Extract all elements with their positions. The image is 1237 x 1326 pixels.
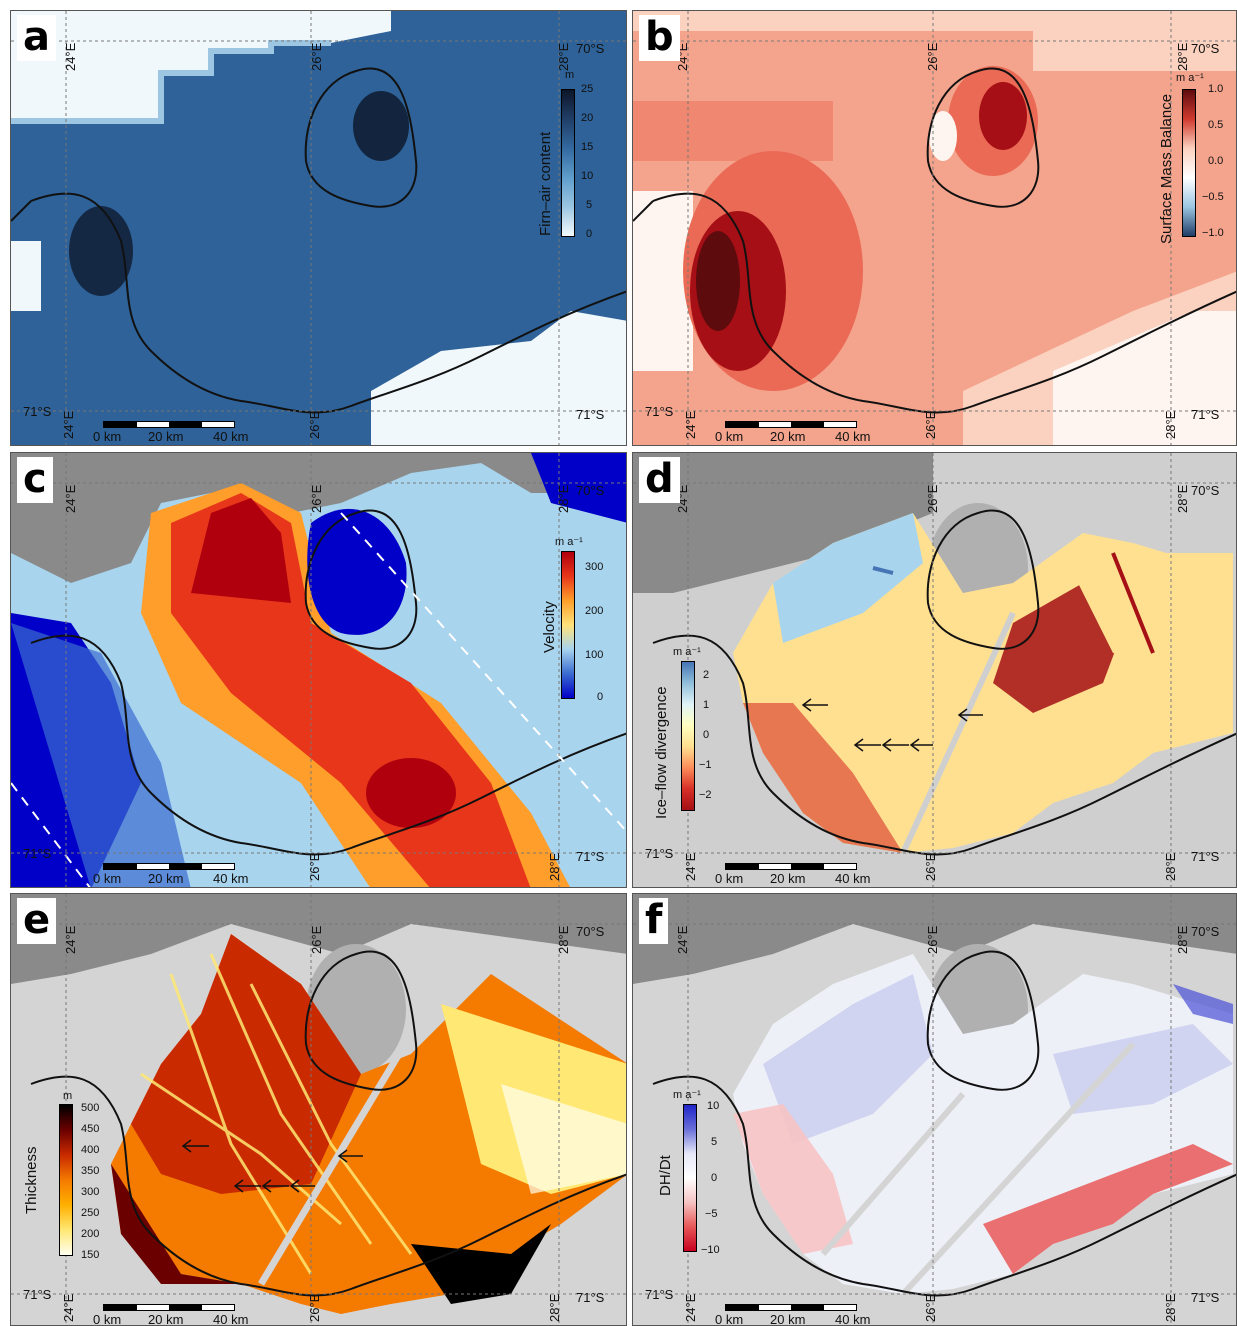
lat-label: 71°S: [645, 404, 674, 419]
lat-label: 71°S: [1191, 1290, 1220, 1305]
lon-label: 26°E: [923, 410, 938, 439]
panel-label: a: [17, 15, 56, 61]
lon-label: 26°E: [925, 42, 940, 71]
lon-label: 26°E: [309, 484, 324, 513]
lon-label: 24°E: [675, 925, 690, 954]
lon-label: 28°E: [556, 925, 571, 954]
lat-label: 71°S: [576, 849, 605, 864]
lon-label: 26°E: [925, 484, 940, 513]
lat-label: 71°S: [645, 846, 674, 861]
scale-bar: 0 km 20 km 40 km: [715, 1304, 870, 1325]
lon-label: 28°E: [547, 852, 562, 881]
lat-label: 71°S: [1191, 849, 1220, 864]
lon-label: 24°E: [683, 852, 698, 881]
lon-label: 24°E: [63, 925, 78, 954]
map-f: [633, 894, 1236, 1325]
panel-label: b: [639, 15, 680, 61]
lat-label: 70°S: [576, 41, 605, 56]
scale-bar: 0 km 20 km 40 km: [93, 1304, 248, 1325]
lat-label: 71°S: [23, 404, 52, 419]
lat-label: 70°S: [576, 483, 605, 498]
lon-label: 24°E: [683, 410, 698, 439]
lat-label: 70°S: [1191, 41, 1220, 56]
lon-label: 26°E: [307, 852, 322, 881]
lon-label: 24°E: [683, 1293, 698, 1322]
lon-label: 26°E: [307, 410, 322, 439]
scale-bar: 0 km 20 km 40 km: [93, 421, 248, 444]
map-d: [633, 453, 1236, 887]
panel-label: f: [639, 898, 669, 944]
lon-label: 26°E: [925, 925, 940, 954]
panel-e-thickness: e 24°E 26°E 28°E 70°S 71°S 71°S 24°E 26°…: [10, 893, 627, 1326]
lon-label: 28°E: [1163, 852, 1178, 881]
lon-label: 26°E: [307, 1293, 322, 1322]
lon-label: 26°E: [923, 1293, 938, 1322]
lon-label: 28°E: [556, 42, 571, 71]
map-e: [11, 894, 626, 1325]
lon-label: 28°E: [547, 1293, 562, 1322]
lon-label: 24°E: [63, 42, 78, 71]
lon-label: 28°E: [1163, 410, 1178, 439]
map-c: [11, 453, 626, 887]
lon-label: 26°E: [309, 925, 324, 954]
lon-label: 26°E: [923, 852, 938, 881]
lon-label: 26°E: [309, 42, 324, 71]
panel-a-firn-air-content: a 24°E 26°E 28°E 70°S 71°S 71°S 24°E 26°…: [10, 10, 627, 446]
panel-f-dh-dt: f 24°E 26°E 28°E 70°S 71°S 71°S 24°E 26°…: [632, 893, 1237, 1326]
scale-bar: 0 km 20 km 40 km: [715, 421, 870, 444]
lon-label: 24°E: [61, 1293, 76, 1322]
panel-b-surface-mass-balance: b 24°E 26°E 28°E 70°S 71°S 71°S 24°E 26°…: [632, 10, 1237, 446]
lat-label: 70°S: [1191, 483, 1220, 498]
panel-label: e: [17, 898, 57, 944]
scale-bar: 0 km 20 km 40 km: [715, 863, 870, 886]
lon-label: 24°E: [61, 410, 76, 439]
lat-label: 70°S: [1191, 924, 1220, 939]
lat-label: 71°S: [576, 1290, 605, 1305]
map-b: [633, 11, 1236, 445]
panel-label: c: [17, 457, 53, 503]
lon-label: 28°E: [1163, 1293, 1178, 1322]
lat-label: 71°S: [576, 407, 605, 422]
lon-label: 28°E: [1175, 484, 1190, 513]
lat-label: 70°S: [576, 924, 605, 939]
panel-c-velocity: c 24°E 26°E 28°E 70°S 71°S 71°S 26°E 28°…: [10, 452, 627, 888]
lat-label: 71°S: [23, 846, 52, 861]
map-a: [11, 11, 626, 445]
lon-label: 28°E: [1175, 925, 1190, 954]
lat-label: 71°S: [1191, 407, 1220, 422]
scale-bar: 0 km 20 km 40 km: [93, 863, 248, 886]
lon-label: 28°E: [556, 484, 571, 513]
panel-label: d: [639, 457, 680, 503]
lon-label: 24°E: [63, 484, 78, 513]
lat-label: 71°S: [645, 1287, 674, 1302]
lon-label: 28°E: [1175, 42, 1190, 71]
panel-d-ice-flow-divergence: d 24°E 26°E 28°E 70°S 71°S 71°S 24°E 26°…: [632, 452, 1237, 888]
lat-label: 71°S: [23, 1287, 52, 1302]
